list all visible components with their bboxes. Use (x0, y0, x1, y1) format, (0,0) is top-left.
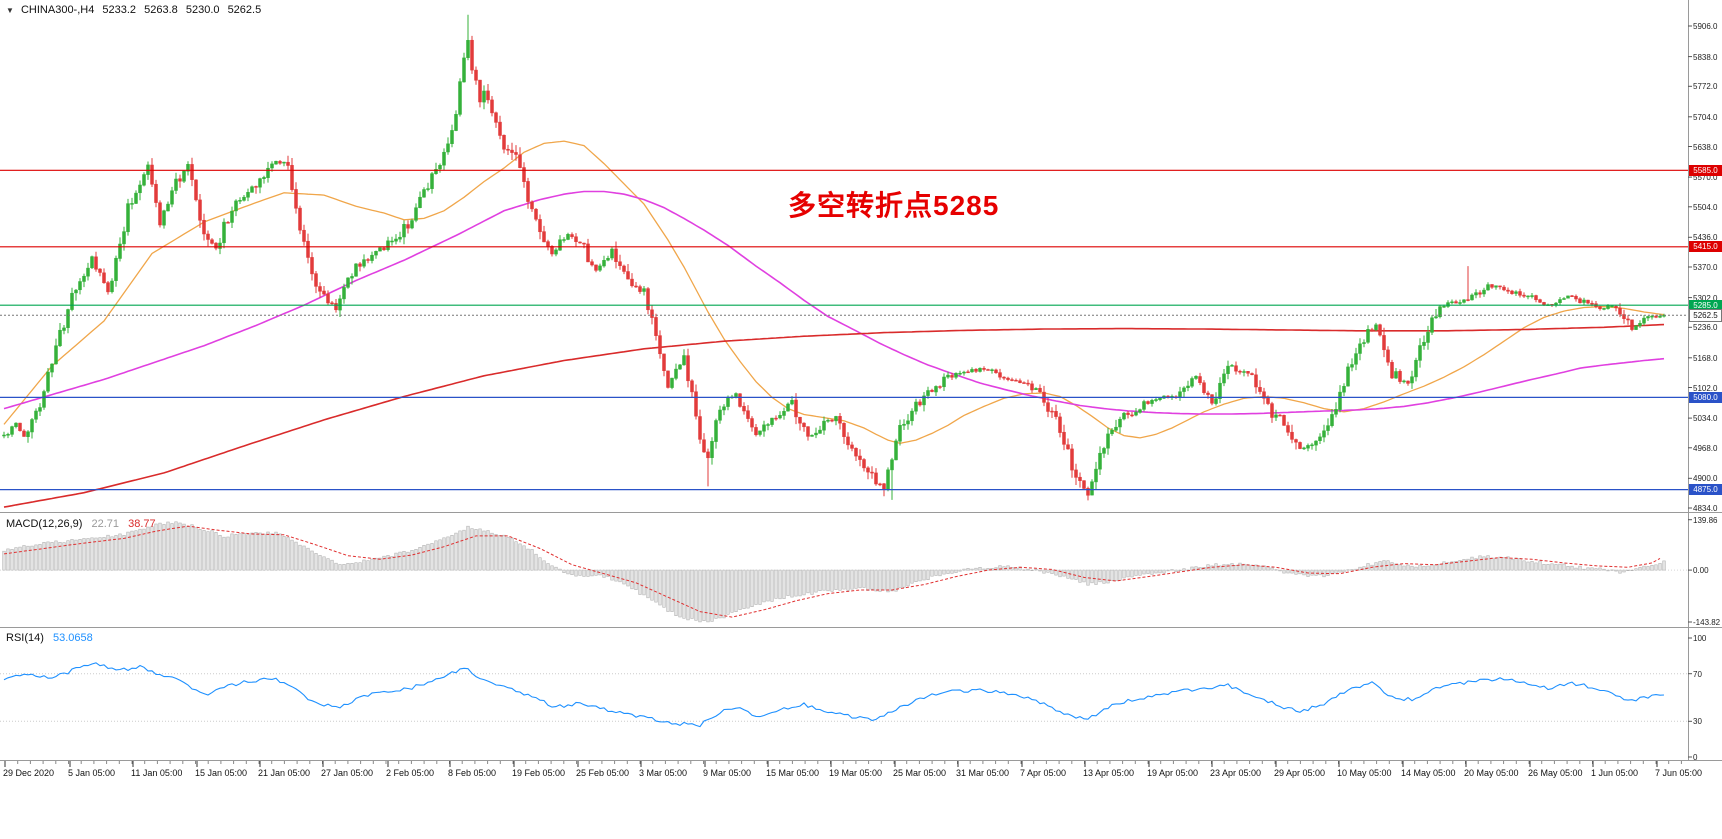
price-tick-label: 5838.0 (1693, 53, 1718, 62)
price-tick-label: 5772.0 (1693, 82, 1718, 91)
level-price-label: 5585.0 (1689, 165, 1722, 176)
level-price-label: 5080.0 (1689, 392, 1722, 403)
macd-indicator-label: MACD(12,26,9) 22.71 38.77 (6, 518, 156, 530)
time-tick-label[interactable]: 5 Jan 05:00 (68, 768, 116, 778)
rsi-axis-label: 30 (1693, 717, 1702, 726)
rsi-title: RSI(14) (6, 632, 44, 644)
ohlc-low: 5230.0 (185, 4, 220, 16)
rsi-axis-label: 100 (1693, 634, 1707, 643)
time-tick-label[interactable]: 3 Mar 05:00 (639, 768, 688, 778)
time-tick-label[interactable]: 19 Feb 05:00 (512, 768, 566, 778)
time-tick-label[interactable]: 29 Apr 05:00 (1274, 768, 1326, 778)
rsi-axis-label: 70 (1693, 670, 1702, 679)
time-tick-label[interactable]: 25 Feb 05:00 (576, 768, 630, 778)
rsi-indicator-label: RSI(14) 53.0658 (6, 632, 93, 644)
macd-axis-label: 139.86 (1693, 515, 1718, 525)
current-price-label: 5262.5 (1689, 309, 1722, 322)
rsi-axis-label: 0 (1693, 753, 1698, 762)
ohlc-open: 5233.2 (102, 4, 137, 16)
time-tick-label[interactable]: 14 May 05:00 (1401, 768, 1456, 778)
time-tick-label[interactable]: 9 Mar 05:00 (703, 768, 752, 778)
time-tick-label[interactable]: 31 Mar 05:00 (956, 768, 1010, 778)
price-tick-label: 5704.0 (1693, 113, 1718, 122)
macd-axis-label: -143.82 (1693, 618, 1721, 628)
trend-annotation: 多空转折点5285 (788, 190, 1000, 221)
price-tick-label: 5302.0 (1693, 294, 1718, 303)
price-tick-label: 5168.0 (1693, 354, 1718, 363)
macd-axis-label: 0.00 (1693, 566, 1709, 576)
price-tick-label: 5034.0 (1693, 414, 1718, 423)
time-tick-label[interactable]: 7 Jun 05:00 (1655, 768, 1703, 778)
time-tick-label[interactable]: 20 May 05:00 (1464, 768, 1519, 778)
level-price-label: 5285.0 (1689, 300, 1722, 311)
time-tick-label[interactable]: 13 Apr 05:00 (1083, 768, 1135, 778)
time-tick-label[interactable]: 29 Dec 2020 (3, 768, 55, 778)
time-tick-label[interactable]: 23 Apr 05:00 (1210, 768, 1262, 778)
time-tick-label[interactable]: 27 Jan 05:00 (321, 768, 374, 778)
price-tick-label: 4834.0 (1693, 504, 1718, 513)
ohlc-close: 5262.5 (227, 4, 262, 16)
price-tick-label: 4900.0 (1693, 474, 1718, 483)
symbol-timeframe: CHINA300-,H4 (20, 4, 95, 16)
time-tick-label[interactable]: 21 Jan 05:00 (258, 768, 311, 778)
collapse-arrow-icon[interactable]: ▼ (6, 6, 14, 15)
time-tick-label[interactable]: 8 Feb 05:00 (448, 768, 497, 778)
time-tick-label[interactable]: 26 May 05:00 (1528, 768, 1583, 778)
time-tick-label[interactable]: 19 Mar 05:00 (829, 768, 883, 778)
macd-main-value: 22.71 (91, 518, 120, 530)
time-tick-label[interactable]: 10 May 05:00 (1337, 768, 1392, 778)
ohlc-high: 5263.8 (144, 4, 178, 16)
price-tick-label: 5102.0 (1693, 384, 1718, 393)
rsi-value: 53.0658 (52, 632, 93, 644)
price-tick-label: 5370.0 (1693, 263, 1718, 272)
price-tick-label: 5504.0 (1693, 203, 1718, 212)
macd-title: MACD(12,26,9) (6, 518, 83, 530)
time-tick-label[interactable]: 15 Jan 05:00 (195, 768, 248, 778)
time-tick-label[interactable]: 2 Feb 05:00 (386, 768, 435, 778)
level-price-label: 5415.0 (1689, 241, 1722, 252)
macd-signal-value: 38.77 (128, 518, 156, 530)
price-tick-label: 4968.0 (1693, 444, 1718, 453)
level-price-label: 4875.0 (1689, 484, 1722, 495)
price-tick-label: 5906.0 (1693, 22, 1718, 31)
time-tick-label[interactable]: 25 Mar 05:00 (893, 768, 947, 778)
price-tick-label: 5570.0 (1693, 173, 1718, 182)
time-tick-label[interactable]: 7 Apr 05:00 (1020, 768, 1067, 778)
symbol-header: ▼ CHINA300-,H4 5233.2 5263.8 5230.0 5262… (6, 4, 266, 16)
price-tick-label: 5638.0 (1693, 143, 1718, 152)
price-tick-label: 5436.0 (1693, 233, 1718, 242)
price-tick-label: 5236.0 (1693, 323, 1718, 332)
time-tick-label[interactable]: 15 Mar 05:00 (766, 768, 820, 778)
time-tick-label[interactable]: 19 Apr 05:00 (1147, 768, 1199, 778)
time-tick-label[interactable]: 11 Jan 05:00 (131, 768, 183, 778)
time-tick-label[interactable]: 1 Jun 05:00 (1591, 768, 1639, 778)
